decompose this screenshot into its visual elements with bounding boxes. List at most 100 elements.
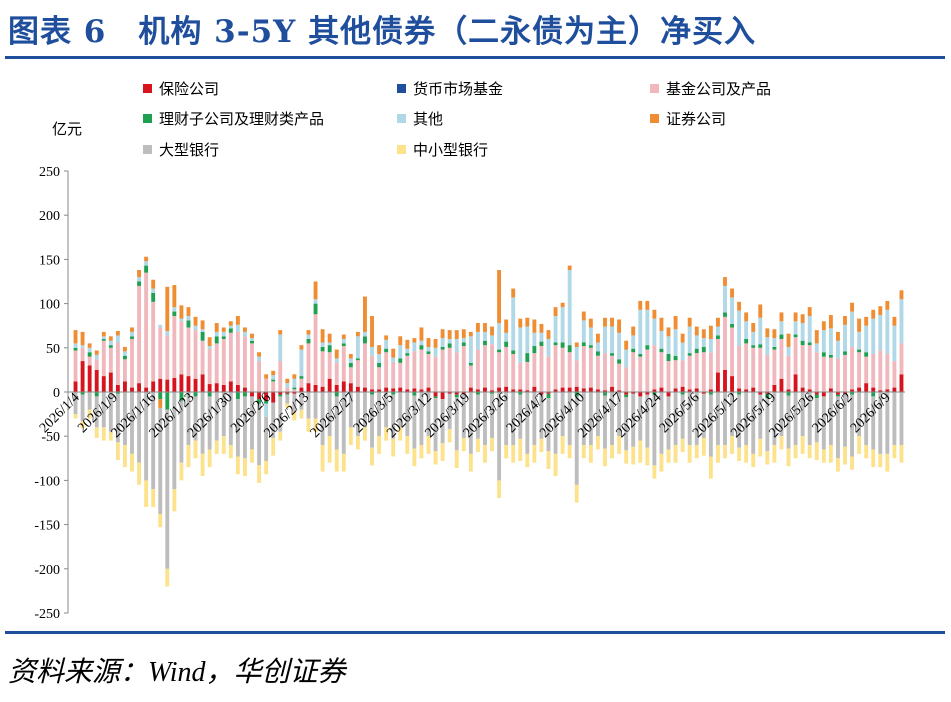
bar-segment [610,317,614,327]
bar-segment [243,396,247,459]
bar-segment [412,392,417,396]
bar-segment [892,392,897,446]
bar-segment [264,400,269,404]
bar-segment [207,396,212,450]
bar-segment [264,374,269,379]
bar-segment [475,323,480,332]
bar-segment [645,392,650,395]
bar-segment [130,336,134,339]
bar-segment [384,335,389,340]
bar-segment [624,397,629,451]
bar-segment [857,331,862,350]
bar-segment [850,389,854,392]
bar-segment [306,418,311,432]
bar-segment [250,449,254,463]
bar-segment [857,318,862,332]
bar-segment [377,353,382,363]
bar-segment [341,453,346,472]
bar-segment [765,392,770,394]
bar-segment [214,343,219,384]
bar-segment [800,345,805,388]
bar-segment [687,326,692,354]
bar-segment [412,388,417,392]
bar-segment [518,438,523,461]
bar-segment [546,451,551,469]
bar-segment [348,427,353,446]
bar-segment [595,351,600,356]
bar-segment [581,342,586,347]
bar-segment [850,456,854,470]
bar-segment [532,332,537,347]
bar-segment [610,326,614,354]
bar-segment [87,392,92,410]
bar-segment [836,458,840,472]
bar-segment [497,352,502,388]
bar-segment [701,352,706,392]
bar-segment [624,450,629,464]
bar-segment [857,392,862,437]
bar-segment [186,320,191,328]
bar-segment [264,392,269,401]
bar-segment [348,353,353,359]
y-tick-label: 50 [46,342,60,357]
bar-segment [843,354,847,392]
bar-segment [800,392,805,437]
bar-segment [475,392,480,395]
bar-segment [892,325,897,362]
bar-segment [581,445,586,459]
bar-segment [786,346,791,356]
bar-segment [292,411,297,421]
bar-segment [179,318,184,322]
bar-segment [715,338,720,373]
bar-segment [130,338,134,388]
bar-segment [892,387,897,392]
bar-segment [603,353,607,391]
bar-segment [228,325,233,329]
bar-segment [708,392,713,395]
bar-segment [892,316,897,326]
bar-segment [539,346,544,392]
y-tick-label: 0 [53,386,60,401]
bar-segment [518,389,523,392]
bar-segment [687,389,692,392]
bar-segment [546,330,551,339]
bar-segment [235,399,240,457]
bar-segment [694,392,699,446]
bar-segment [553,389,558,392]
bar-segment [363,296,367,332]
bar-segment [878,453,883,468]
bar-segment [355,360,360,387]
bottom-rule [5,631,945,634]
bar-segment [101,376,106,392]
bar-segment [539,341,544,347]
bar-segment [115,331,120,336]
bar-segment [687,355,692,390]
bar-segment [899,299,904,344]
bar-segment [595,333,600,343]
bar-segment [341,392,346,454]
bar-segment [652,392,657,395]
bar-segment [807,315,812,343]
bar-segment [235,315,240,325]
bar-segment [871,309,876,319]
bar-segment [165,335,170,380]
bar-segment [341,346,346,382]
y-tick-label: 200 [39,209,60,224]
bar-segment [807,392,812,446]
bar-segment [454,394,459,398]
bar-segment [624,392,629,395]
bar-segment [730,327,734,377]
bar-segment [560,436,565,454]
bar-segment [483,323,487,332]
bar-segment [588,387,593,392]
bar-segment [313,314,318,385]
legend-label: 保险公司 [159,80,219,98]
bar-segment [574,360,579,387]
bar-segment [553,315,558,343]
legend-label: 货币市场基金 [413,80,503,98]
bar-segment [207,346,212,349]
bar-segment [638,353,643,357]
bar-segment [800,314,805,324]
bar-segment [497,323,502,350]
legend-swatch [397,114,406,123]
